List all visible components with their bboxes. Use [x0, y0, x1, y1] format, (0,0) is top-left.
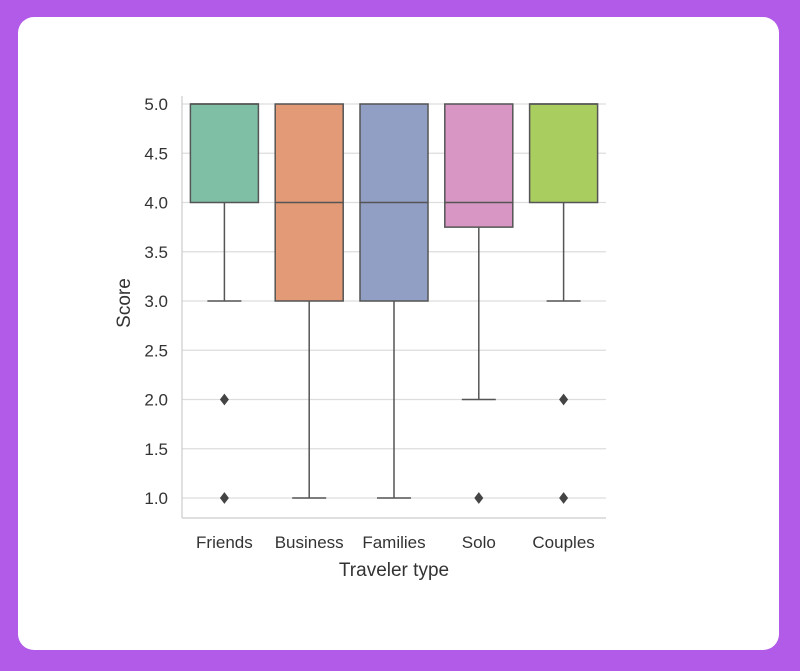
box-rect-couples: [528, 103, 599, 204]
y-tick-label-6: 2.0: [144, 391, 168, 410]
y-tick-label-0: 5.0: [144, 95, 168, 114]
y-tick-label-2: 4.0: [144, 194, 168, 213]
x-tick-label-business: Business: [275, 533, 344, 552]
x-tick-label-friends: Friends: [196, 533, 253, 552]
y-axis-title: Score: [114, 278, 135, 328]
y-tick-label-3: 3.5: [144, 243, 168, 262]
x-axis-title: Traveler type: [339, 560, 449, 581]
x-tick-label-families: Families: [362, 533, 425, 552]
y-tick-label-7: 1.5: [144, 440, 168, 459]
box-rect-solo: [444, 103, 514, 228]
x-tick-labels: Friends Business Families Solo Couples: [196, 533, 595, 552]
outlier-solo-0: [474, 492, 484, 504]
outlier-friends-1: [219, 492, 229, 504]
box-friends: [189, 103, 260, 504]
boxes: [189, 103, 599, 504]
axes: [181, 96, 606, 519]
y-tick-label-5: 2.5: [144, 341, 168, 360]
box-families: [359, 103, 429, 499]
y-tick-labels: 5.0 4.5 4.0 3.5 3.0 2.5 2.0 1.5 1.0: [144, 95, 168, 508]
x-tick-label-solo: Solo: [462, 533, 496, 552]
outlier-couples-1: [559, 492, 569, 504]
outlier-couples-0: [559, 393, 569, 406]
outlier-friends-0: [219, 393, 229, 406]
y-tick-label-1: 4.5: [144, 144, 168, 163]
x-tick-label-couples: Couples: [532, 533, 594, 552]
box-couples: [528, 103, 599, 504]
y-tick-label-8: 1.0: [144, 489, 168, 508]
box-rect-friends: [189, 103, 260, 204]
box-business: [274, 103, 344, 499]
box-solo: [444, 103, 514, 504]
y-tick-label-4: 3.0: [144, 292, 168, 311]
